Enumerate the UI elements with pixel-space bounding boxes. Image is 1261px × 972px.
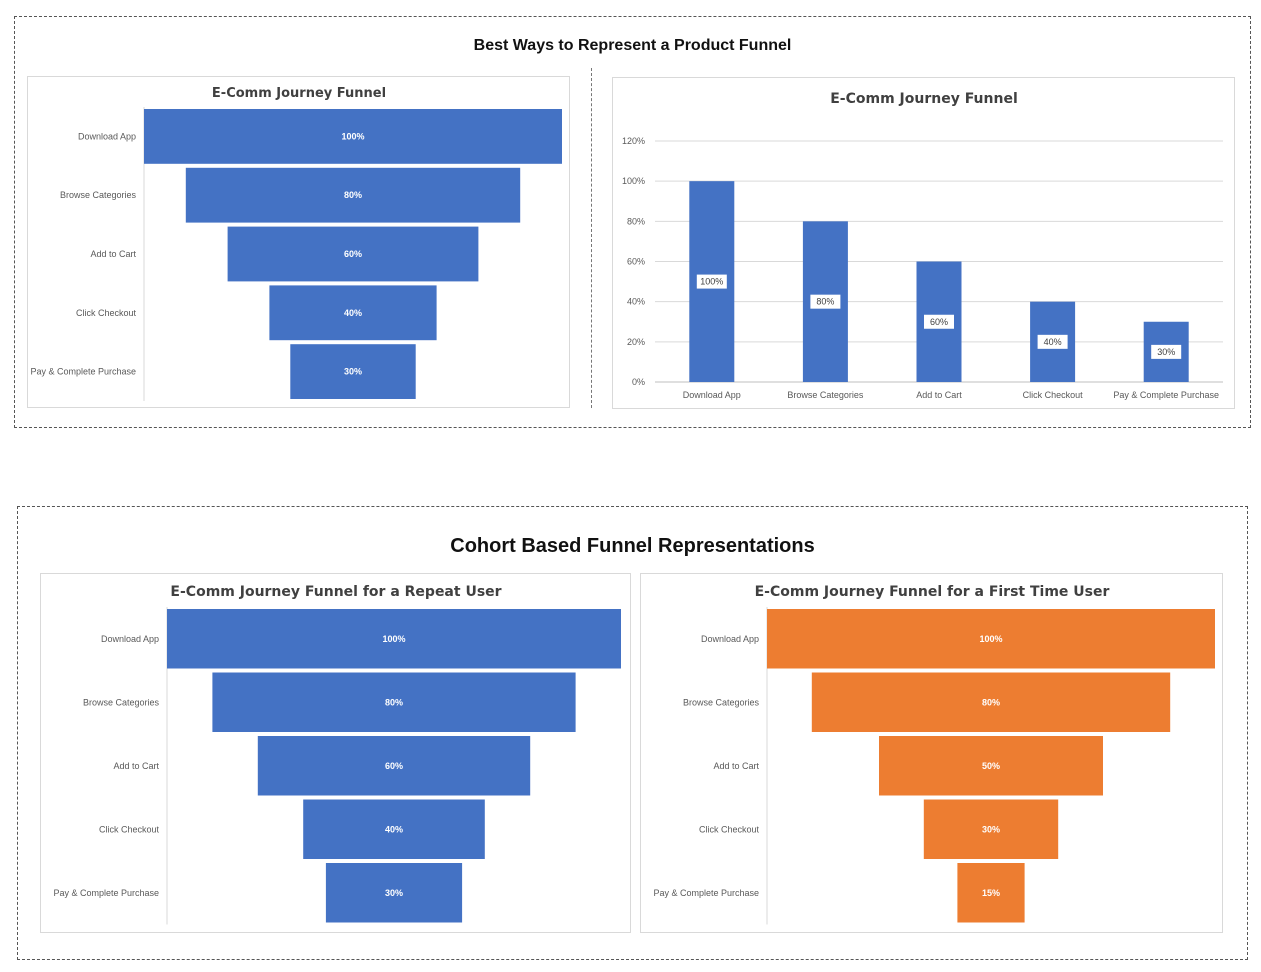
- category-label: Pay & Complete Purchase: [1113, 390, 1219, 400]
- category-label: Add to Cart: [916, 390, 962, 400]
- data-label: 60%: [344, 249, 362, 259]
- y-tick-label: 0%: [632, 377, 645, 387]
- funnel-bar: [767, 609, 1215, 669]
- funnel-chart: E-Comm Journey Funnel 100% Download App 80%…: [30, 86, 562, 401]
- category-label: Click Checkout: [99, 824, 160, 834]
- category-label: Add to Cart: [113, 761, 159, 771]
- chart-title: E-Comm Journey Funnel for a Repeat User: [170, 584, 501, 600]
- data-label: 100%: [382, 634, 405, 644]
- category-label: Browse Categories: [60, 190, 137, 200]
- column-chart-panel: E-Comm Journey Funnel 0% 20% 40% 60% 80% 100% 1…: [612, 77, 1235, 409]
- y-tick-label: 100%: [622, 176, 645, 186]
- category-label: Browse Categories: [83, 697, 160, 707]
- data-label-box: [696, 274, 727, 289]
- funnel-bar: [227, 226, 479, 282]
- first-time-user-funnel-panel: E-Comm Journey Funnel for a First Time U…: [640, 573, 1223, 933]
- data-label: 30%: [385, 888, 403, 898]
- y-tick-label: 40%: [627, 297, 645, 307]
- category-label: Download App: [78, 131, 136, 141]
- data-label: 80%: [344, 190, 362, 200]
- data-label: 40%: [385, 824, 403, 834]
- column-chart: E-Comm Journey Funnel 0% 20% 40% 60% 80% 100% 1…: [622, 91, 1223, 400]
- category-label: Browse Categories: [683, 697, 760, 707]
- category-label: Download App: [683, 390, 741, 400]
- data-label: 100%: [700, 277, 723, 287]
- category-label: Download App: [101, 634, 159, 644]
- data-label: 60%: [930, 317, 948, 327]
- category-label: Add to Cart: [90, 249, 136, 259]
- data-label: 60%: [385, 761, 403, 771]
- funnel-bar: [212, 672, 576, 732]
- chart-title: E-Comm Journey Funnel: [212, 86, 386, 101]
- funnel-bar: [167, 609, 621, 669]
- data-label: 40%: [344, 308, 362, 318]
- top-section: Best Ways to Represent a Product Funnel: [14, 16, 1251, 428]
- data-label-box: [1151, 344, 1182, 359]
- y-tick-label: 120%: [622, 136, 645, 146]
- data-label-box: [1037, 334, 1068, 349]
- category-label: Click Checkout: [1023, 390, 1084, 400]
- funnel-bar: [185, 167, 521, 223]
- funnel-bar: [811, 672, 1171, 732]
- category-label: Pay & Complete Purchase: [30, 367, 136, 377]
- funnel-bar: [325, 863, 463, 923]
- category-label: Click Checkout: [76, 308, 137, 318]
- y-tick-label: 20%: [627, 337, 645, 347]
- funnel-bar: [269, 285, 437, 341]
- category-label: Add to Cart: [713, 761, 759, 771]
- funnel-bar: [257, 736, 531, 796]
- funnel-bar: [957, 863, 1025, 923]
- funnel-bar: [923, 799, 1059, 859]
- data-label-box: [924, 314, 954, 329]
- y-tick-label: 80%: [627, 216, 645, 226]
- top-section-title: Best Ways to Represent a Product Funnel: [473, 37, 792, 54]
- category-label: Pay & Complete Purchase: [653, 888, 759, 898]
- data-label: 30%: [344, 367, 362, 377]
- data-label: 100%: [341, 131, 364, 141]
- chart-title: E-Comm Journey Funnel: [830, 91, 1018, 107]
- funnel-bar: [879, 736, 1103, 796]
- category-label: Browse Categories: [787, 390, 864, 400]
- y-tick-label: 60%: [627, 257, 645, 267]
- section-divider: [591, 68, 592, 408]
- category-label: Download App: [701, 634, 759, 644]
- data-label: 40%: [1044, 337, 1062, 347]
- data-label: 30%: [982, 824, 1000, 834]
- repeat-user-funnel-chart: E-Comm Journey Funnel for a Repeat User 1…: [53, 584, 621, 925]
- data-label: 80%: [982, 697, 1000, 707]
- data-label: 15%: [982, 888, 1000, 898]
- first-time-user-funnel-chart: E-Comm Journey Funnel for a First Time U…: [653, 584, 1215, 925]
- data-label: 50%: [982, 761, 1000, 771]
- funnel-chart-panel: E-Comm Journey Funnel 100% Download App 80%…: [27, 76, 570, 408]
- data-label: 100%: [979, 634, 1002, 644]
- data-label: 80%: [816, 297, 834, 307]
- chart-title: E-Comm Journey Funnel for a First Time U…: [755, 584, 1110, 600]
- bottom-section-title: Cohort Based Funnel Representations: [450, 535, 815, 557]
- category-label: Pay & Complete Purchase: [53, 888, 159, 898]
- data-label-box: [810, 294, 841, 309]
- data-label: 30%: [1157, 347, 1175, 357]
- category-label: Click Checkout: [699, 824, 760, 834]
- bottom-section: Cohort Based Funnel Representations: [17, 506, 1248, 960]
- data-label: 80%: [385, 697, 403, 707]
- funnel-bar: [290, 344, 416, 399]
- repeat-user-funnel-panel: E-Comm Journey Funnel for a Repeat User 1…: [40, 573, 631, 933]
- funnel-bar: [144, 109, 562, 164]
- funnel-bar: [303, 799, 485, 859]
